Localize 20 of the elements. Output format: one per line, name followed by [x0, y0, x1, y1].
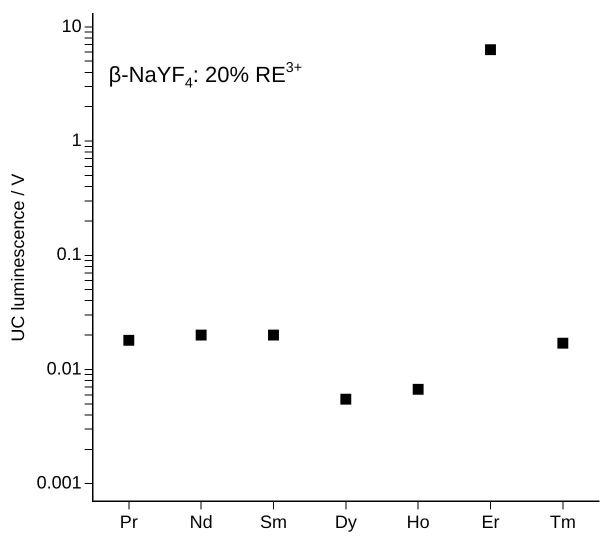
x-tick-label: Dy: [334, 512, 357, 532]
point: [123, 334, 134, 346]
x-tick-label: Ho: [406, 512, 430, 532]
y-tick-label: 0.01: [46, 358, 82, 378]
x-tick-label: Nd: [190, 512, 213, 532]
y-tick-label: 0.1: [56, 244, 82, 264]
x-tick-label: Er: [481, 512, 500, 532]
y-tick-label: 10: [62, 16, 82, 36]
point: [340, 394, 352, 405]
point: [485, 44, 496, 56]
x-tick-label: Pr: [120, 512, 138, 532]
x-tick-label: Tm: [550, 512, 576, 532]
point: [557, 338, 568, 349]
point: [268, 330, 279, 341]
point: [196, 330, 207, 341]
y-tick-label: 0.001: [36, 472, 82, 493]
y-tick-label: 1: [72, 130, 82, 150]
point: [412, 384, 424, 395]
x-tick-label: Sm: [260, 512, 287, 532]
y-axis-title: UC luminescence / V: [8, 174, 28, 342]
